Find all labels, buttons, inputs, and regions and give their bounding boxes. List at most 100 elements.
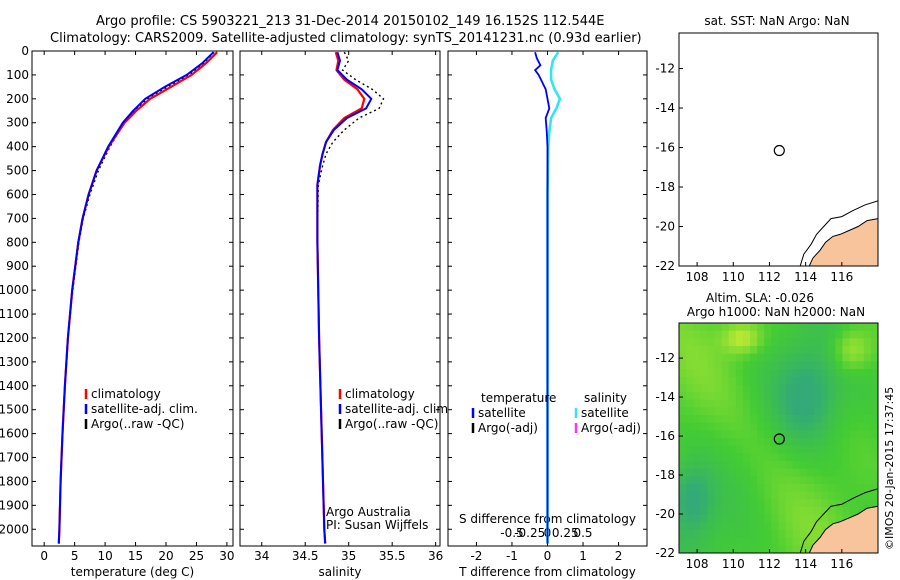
sla-heatmap-cell — [707, 399, 716, 408]
sla-heatmap-cell — [750, 453, 758, 462]
sla-heatmap-cell — [679, 484, 687, 493]
sla-heatmap-cell — [799, 407, 808, 416]
sla-heatmap-cell — [842, 461, 851, 470]
sla-map-content — [679, 323, 878, 553]
sla-map-ytick-label: -14 — [655, 390, 675, 404]
sla-heatmap-cell — [764, 545, 772, 553]
sla-heatmap-cell — [778, 537, 787, 546]
diff-salinity-tick-label: -0.5 — [500, 526, 523, 540]
sla-heatmap-cell — [750, 407, 758, 416]
sla-heatmap-cell — [814, 422, 822, 431]
sla-heatmap-cell — [764, 468, 772, 477]
sla-heatmap-cell — [714, 338, 723, 347]
sla-heatmap-cell — [750, 369, 758, 378]
sla-heatmap-cell — [821, 476, 829, 485]
sla-heatmap-cell — [750, 484, 758, 493]
sla-heatmap-cell — [814, 399, 822, 408]
sla-heatmap-cell — [778, 445, 787, 454]
sla-heatmap-cell — [821, 330, 829, 339]
sla-heatmap-cell — [842, 415, 851, 424]
sla-heatmap-cell — [771, 499, 780, 508]
sla-heatmap-cell — [799, 346, 808, 355]
sla-heatmap-cell — [714, 353, 723, 362]
sla-heatmap-cell — [792, 430, 801, 439]
sla-heatmap-cell — [707, 353, 716, 362]
sla-heatmap-cell — [686, 384, 694, 393]
sst-map-content — [799, 200, 878, 266]
sla-heatmap-cell — [870, 346, 878, 355]
sla-heatmap-cell — [870, 384, 878, 393]
sla-heatmap-cell — [742, 369, 751, 378]
sla-heatmap-cell — [849, 468, 858, 477]
sla-heatmap-cell — [835, 369, 844, 378]
sla-heatmap-cell — [700, 376, 709, 385]
sla-heatmap-cell — [693, 407, 701, 416]
sla-heatmap-cell — [835, 330, 844, 339]
sla-heatmap-cell — [707, 384, 716, 393]
sla-heatmap-cell — [700, 530, 709, 539]
depth-tick-label: 500 — [6, 164, 29, 178]
sla-heatmap-cell — [757, 323, 765, 332]
sla-heatmap-cell — [785, 353, 794, 362]
sla-heatmap-cell — [835, 353, 844, 362]
sla-heatmap-cell — [707, 392, 716, 401]
sla-heatmap-cell — [735, 323, 744, 332]
sla-heatmap-cell — [764, 514, 772, 523]
sla-heatmap-cell — [714, 445, 723, 454]
sla-heatmap-cell — [721, 522, 730, 531]
sla-heatmap-cell — [828, 323, 836, 332]
sla-heatmap-cell — [863, 369, 872, 378]
sla-heatmap-cell — [785, 438, 794, 447]
salinity-legend-label: climatology — [345, 387, 415, 401]
sla-heatmap-cell — [806, 484, 815, 493]
sla-heatmap-cell — [842, 384, 851, 393]
sla-heatmap-cell — [693, 353, 701, 362]
sla-heatmap-cell — [693, 461, 701, 470]
depth-tick-label: 1000 — [0, 283, 29, 297]
sla-heatmap-cell — [849, 476, 858, 485]
sla-heatmap-cell — [742, 438, 751, 447]
sla-heatmap-cell — [714, 430, 723, 439]
sla-heatmap-cell — [686, 514, 694, 523]
sla-heatmap-cell — [750, 384, 758, 393]
sla-heatmap-cell — [778, 338, 787, 347]
sla-heatmap-cell — [700, 323, 709, 332]
sla-heatmap-cell — [849, 445, 858, 454]
sla-heatmap-cell — [870, 445, 878, 454]
sla-heatmap-cell — [679, 514, 687, 523]
sla-heatmap-cell — [835, 323, 844, 332]
sla-heatmap-cell — [771, 484, 780, 493]
sla-heatmap-cell — [735, 491, 744, 500]
sla-heatmap-cell — [771, 507, 780, 516]
temperature-legend-label: climatology — [91, 387, 161, 401]
sla-heatmap-cell — [764, 330, 772, 339]
diff-legend-temperature-heading: temperature — [481, 391, 556, 405]
sla-heatmap-cell — [856, 507, 865, 516]
sla-heatmap-cell — [828, 514, 836, 523]
sla-heatmap-cell — [693, 422, 701, 431]
sla-heatmap-cell — [757, 476, 765, 485]
sla-heatmap-cell — [679, 346, 687, 355]
sla-heatmap-cell — [842, 338, 851, 347]
sla-heatmap-cell — [856, 353, 865, 362]
sla-heatmap-cell — [714, 514, 723, 523]
sla-heatmap-cell — [849, 415, 858, 424]
sla-heatmap-cell — [700, 537, 709, 546]
sla-heatmap-cell — [778, 422, 787, 431]
sla-heatmap-cell — [821, 361, 829, 370]
sla-heatmap-cell — [700, 461, 709, 470]
sla-heatmap-cell — [828, 407, 836, 416]
sla-heatmap-cell — [792, 384, 801, 393]
sst-map-xtick-label: 114 — [794, 270, 817, 284]
sla-heatmap-cell — [778, 353, 787, 362]
sla-heatmap-cell — [714, 530, 723, 539]
sla-heatmap-cell — [742, 353, 751, 362]
sla-heatmap-cell — [870, 361, 878, 370]
sla-heatmap-cell — [778, 530, 787, 539]
sst-map-ytick-label: -22 — [655, 259, 675, 273]
sla-heatmap-cell — [842, 392, 851, 401]
sla-heatmap-cell — [686, 407, 694, 416]
sla-heatmap-cell — [707, 407, 716, 416]
sla-heatmap-cell — [799, 415, 808, 424]
depth-tick-label: 400 — [6, 140, 29, 154]
